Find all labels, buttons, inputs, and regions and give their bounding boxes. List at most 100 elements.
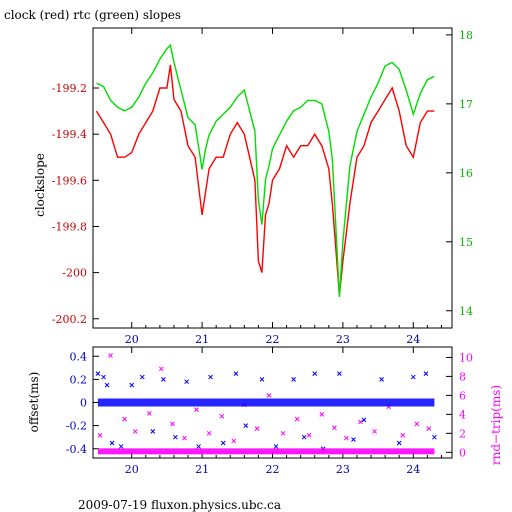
point-offset xyxy=(361,417,367,423)
point-rnd-trip xyxy=(280,430,286,436)
top-plot-frame xyxy=(92,27,453,329)
y2-tick-label: 17 xyxy=(459,98,473,111)
point-offset xyxy=(423,371,429,376)
y-tick-label: -199.4 xyxy=(52,128,87,141)
point-offset xyxy=(273,444,279,449)
point-rnd-trip xyxy=(414,421,420,427)
x-tick-label: 23 xyxy=(336,333,350,346)
y2-tick-label: 15 xyxy=(459,236,473,249)
y-tick-label: -200 xyxy=(62,267,87,280)
point-offset xyxy=(243,423,249,428)
x-tick-label: 24 xyxy=(406,333,420,346)
top-y-axis-right: 18 17 16 15 14 xyxy=(446,29,473,318)
point-rnd-trip xyxy=(294,416,300,422)
y2-tick-label: 18 xyxy=(459,29,473,42)
point-offset xyxy=(95,371,101,376)
point-rnd-trip xyxy=(319,412,325,417)
x-tick-label: 20 xyxy=(125,463,139,476)
bottom-series-group xyxy=(95,353,437,455)
point-offset xyxy=(410,374,416,380)
y-tick-label: -200.2 xyxy=(52,313,87,326)
bottom-y2-axis-label: rnd−trip(ms) xyxy=(489,385,503,465)
point-rnd-trip xyxy=(372,429,377,434)
y-tick-label: -0.4 xyxy=(66,443,87,456)
point-offset xyxy=(104,382,110,388)
y-tick-label: 0.2 xyxy=(70,373,88,386)
point-rnd-trip xyxy=(254,426,260,431)
top-y-axis-left: -199.2 -199.4 -199.6 -199.8 -200 -200.2 xyxy=(52,82,99,326)
point-rnd-trip xyxy=(206,430,212,436)
y-tick-label: -199.8 xyxy=(52,220,87,233)
point-offset xyxy=(259,377,265,382)
bottom-y-axis-label: offset(ms) xyxy=(27,372,41,433)
y-tick-label: -199.6 xyxy=(52,174,87,187)
point-rnd-trip xyxy=(132,429,138,434)
point-rnd-trip xyxy=(266,393,272,398)
point-offset xyxy=(208,374,213,380)
point-rnd-trip xyxy=(122,416,128,422)
point-rnd-trip xyxy=(108,353,113,358)
point-offset xyxy=(139,374,145,380)
x-tick-label: 24 xyxy=(406,463,420,476)
point-rnd-trip xyxy=(426,426,432,431)
point-rnd-trip xyxy=(158,366,164,372)
rndtrip-band xyxy=(97,448,435,455)
bottom-y-axis-left: 0.4 0.2 0 -0.2 -0.4 xyxy=(66,350,99,456)
point-offset xyxy=(101,374,106,380)
top-x-axis: 20 21 22 23 24 xyxy=(125,28,442,346)
point-offset xyxy=(337,371,342,376)
point-rnd-trip xyxy=(97,432,103,438)
point-offset xyxy=(150,429,156,434)
y-tick-label: 0.4 xyxy=(70,350,88,363)
point-offset xyxy=(129,382,135,388)
point-rnd-trip xyxy=(358,419,363,425)
top-y-axis-label: clockslope xyxy=(33,153,47,217)
point-rnd-trip xyxy=(182,435,187,441)
y2-tick-label: 4 xyxy=(459,408,466,421)
y-tick-label: -0.2 xyxy=(66,420,87,433)
y-tick-label: -199.2 xyxy=(52,82,87,95)
point-rnd-trip xyxy=(400,432,406,438)
point-offset xyxy=(118,444,124,449)
bottom-x-axis: 20 21 22 23 24 xyxy=(125,347,442,476)
y-tick-label: 0 xyxy=(80,397,87,410)
point-offset xyxy=(396,440,402,446)
point-rnd-trip xyxy=(194,407,199,412)
offset-band xyxy=(97,398,435,407)
point-offset xyxy=(109,440,115,446)
point-offset xyxy=(291,377,296,382)
point-offset xyxy=(233,371,239,376)
point-rnd-trip xyxy=(170,421,175,427)
point-offset xyxy=(301,434,307,440)
point-offset xyxy=(220,440,226,446)
x-tick-label: 20 xyxy=(125,333,139,346)
top-series-group xyxy=(95,43,435,298)
x-tick-label: 22 xyxy=(266,463,280,476)
series-line-rtc xyxy=(96,43,435,298)
point-offset xyxy=(184,379,189,385)
footer-caption: 2009-07-19 fluxon.physics.ubc.ca xyxy=(78,498,281,512)
point-rnd-trip xyxy=(231,438,237,444)
y2-tick-label: 6 xyxy=(459,389,466,402)
y2-tick-label: 10 xyxy=(459,351,473,364)
x-tick-label: 21 xyxy=(195,333,209,346)
y2-tick-label: 0 xyxy=(459,446,466,459)
x-tick-label: 21 xyxy=(195,463,209,476)
y2-tick-label: 2 xyxy=(459,427,466,440)
y2-tick-label: 8 xyxy=(459,370,466,383)
series-line-clock xyxy=(95,64,435,296)
point-rnd-trip xyxy=(344,435,349,441)
point-offset xyxy=(161,377,166,382)
point-rnd-trip xyxy=(219,413,225,419)
x-tick-label: 23 xyxy=(336,463,350,476)
chart-title: clock (red) rtc (green) slopes xyxy=(4,8,181,22)
point-offset xyxy=(351,437,356,442)
point-offset xyxy=(432,434,437,440)
bottom-y-axis-right: 10 8 6 4 2 0 xyxy=(446,351,473,459)
point-rnd-trip xyxy=(332,425,337,430)
point-offset xyxy=(379,377,384,382)
point-offset xyxy=(196,444,201,449)
y2-tick-label: 14 xyxy=(459,305,473,318)
